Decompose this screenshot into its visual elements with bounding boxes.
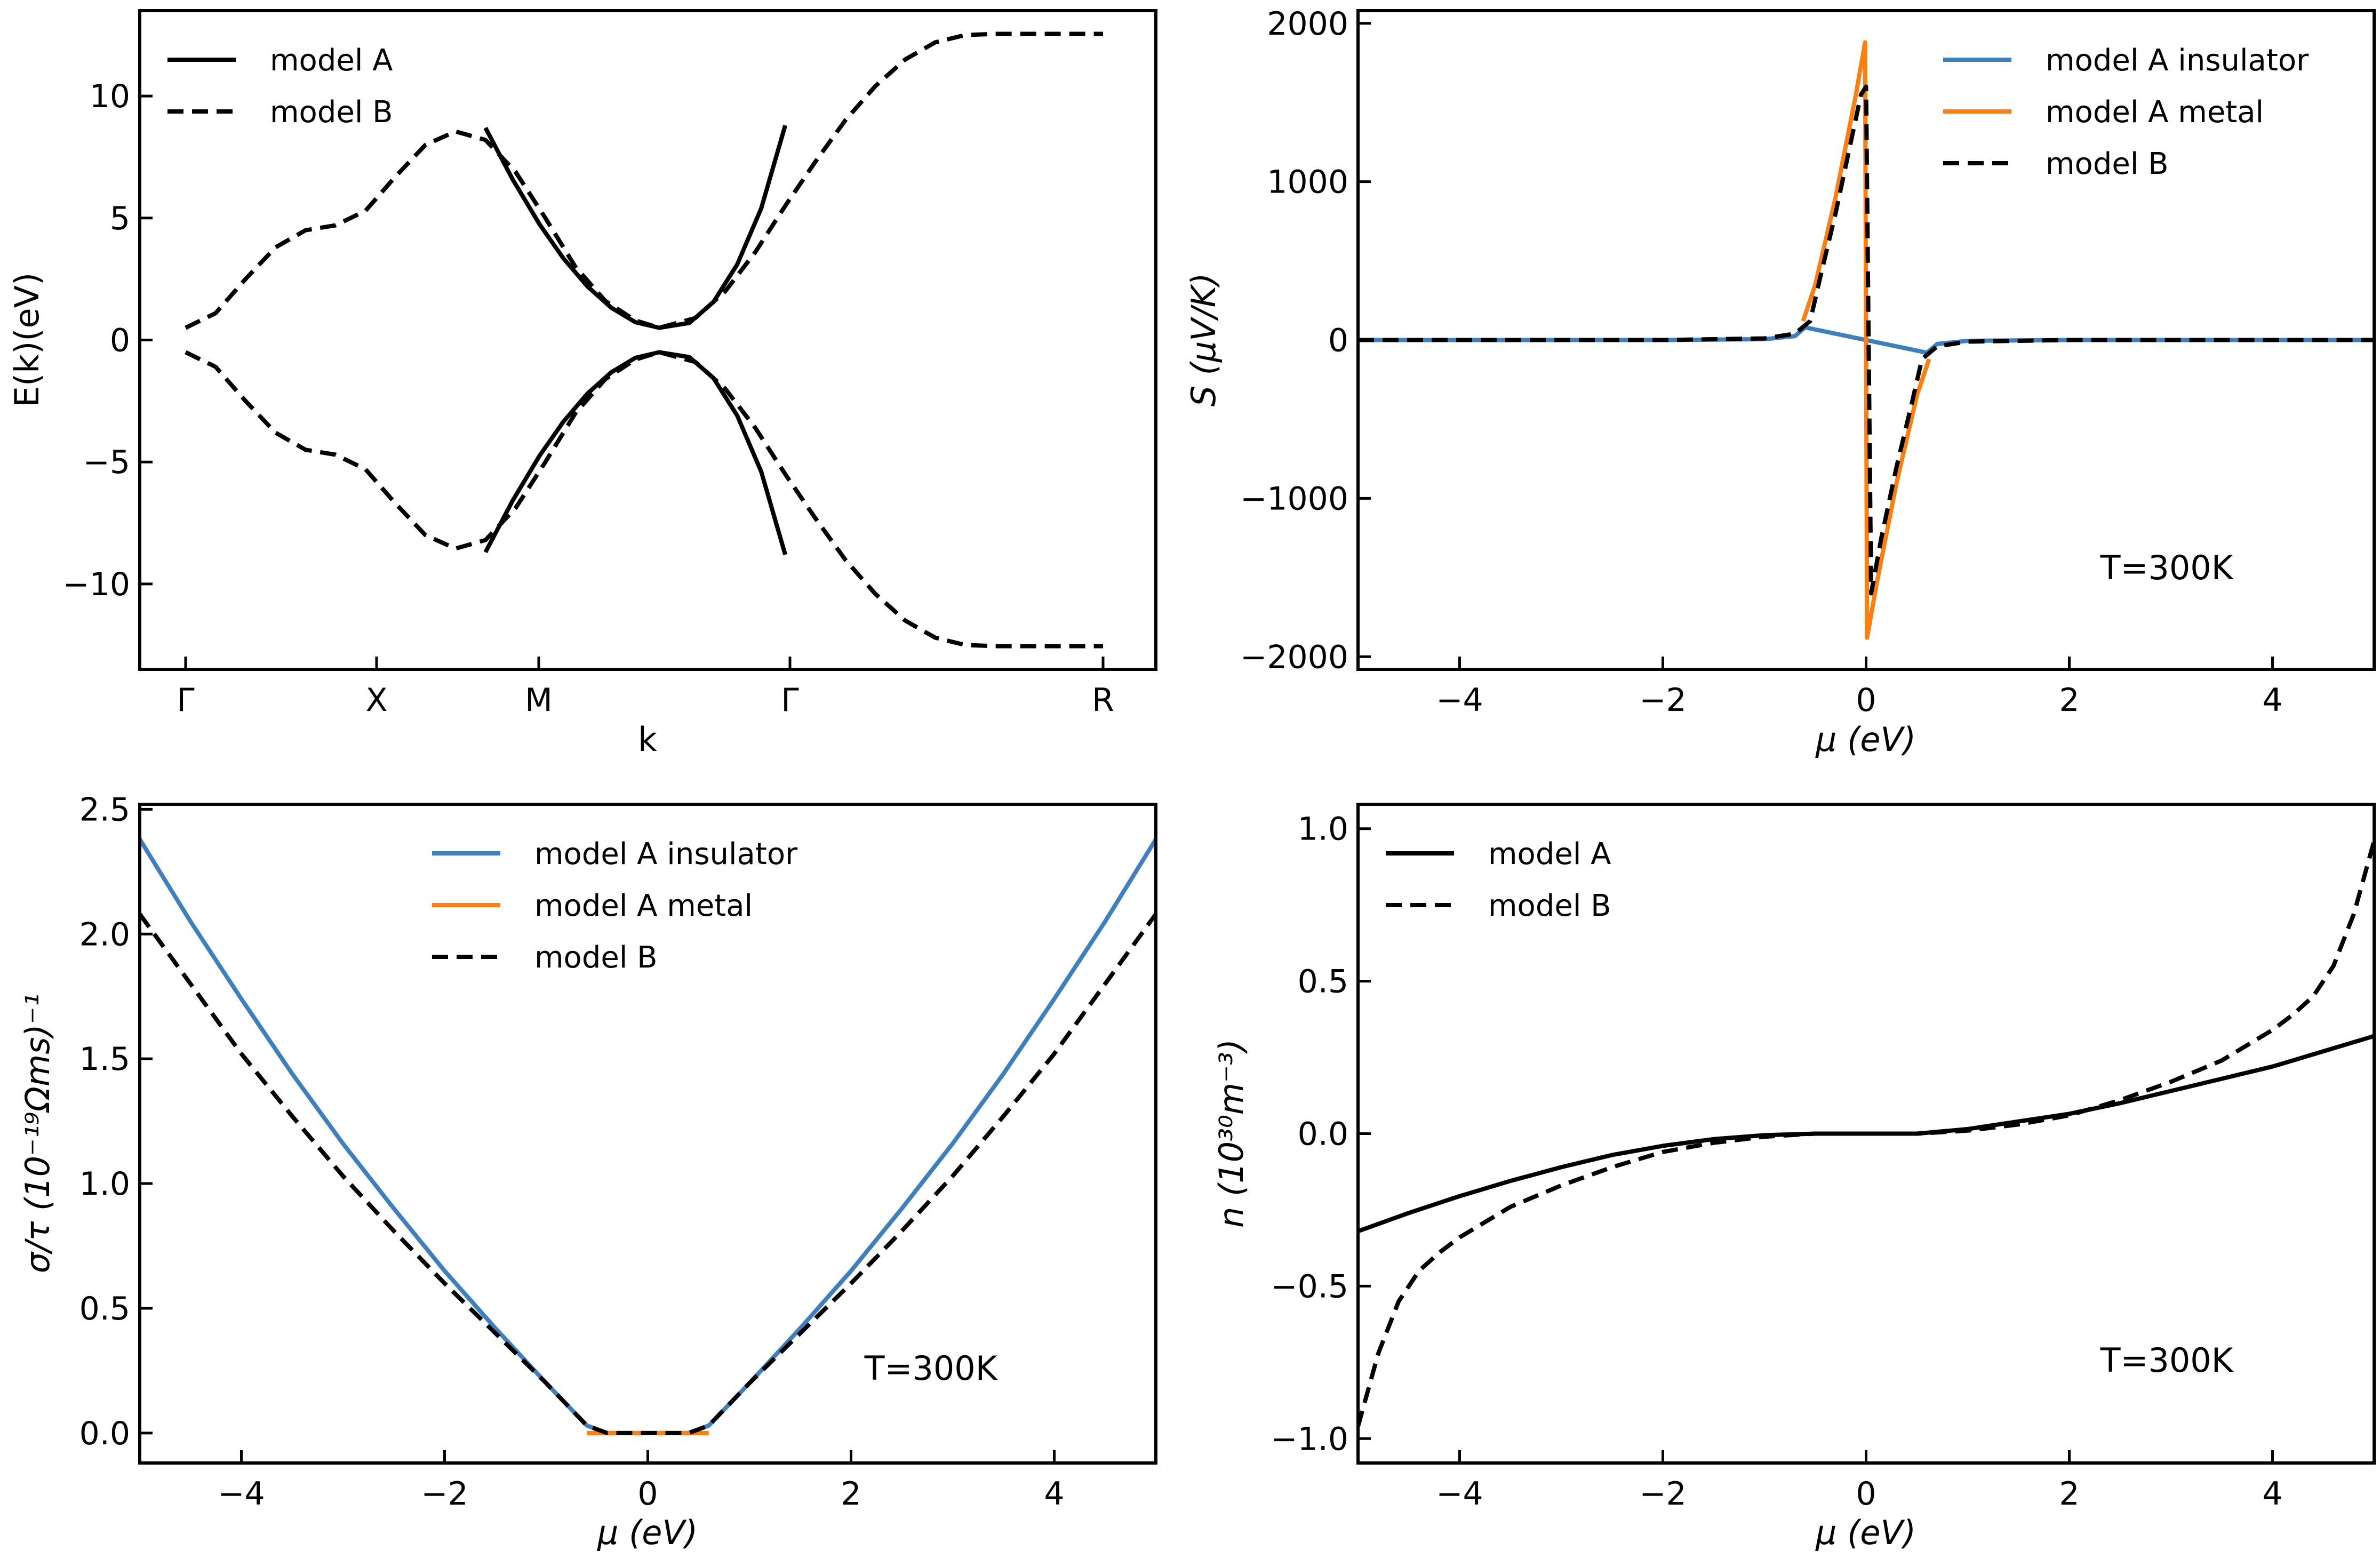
series-line-model-b-branch-2 (185, 350, 1103, 649)
legend-label-model-b: model B (2046, 147, 2169, 181)
y-axis-label: σ/τ (10⁻¹⁹Ωms)⁻¹ (18, 994, 57, 1274)
x-tick-label: −4 (218, 1475, 265, 1513)
y-tick-label: 0 (110, 322, 130, 359)
x-tick-label: −4 (1436, 682, 1483, 719)
panel-seebeck: model A insulator model A metal model B −4… (1184, 5, 2376, 759)
y-tick-label: 1.0 (79, 1165, 130, 1203)
y-tick-label: 1.0 (1298, 811, 1348, 848)
y-tick-label: 0.0 (79, 1415, 130, 1452)
series-layer (185, 31, 1103, 649)
series-line-model-b (1358, 840, 2374, 1427)
axes-ticks: −4 −2 0 2 4 −1.0 −0.5 0.0 0.5 1.0 (1271, 811, 2282, 1513)
legend-label-model-a-insulator: model A insulator (534, 837, 798, 872)
x-axis-label: k (638, 720, 657, 759)
x-tick-label: 0 (1856, 1475, 1876, 1513)
x-axis-label: μ (eV) (1815, 1513, 1916, 1552)
legend-label-model-a: model A (270, 43, 393, 78)
y-tick-label: 2000 (1267, 5, 1348, 43)
series-line-model-a-metal (1801, 40, 1931, 640)
axes-ticks: −4 −2 0 2 4 0.0 0.5 1.0 1.5 2.0 2.5 (79, 791, 1065, 1513)
x-tick-label: 2 (2059, 682, 2079, 719)
x-axis-label: μ (eV) (1815, 720, 1916, 759)
series-layer (1358, 40, 2374, 640)
x-tick-label: −2 (1639, 682, 1686, 719)
y-tick-label: 2.0 (79, 916, 130, 953)
series-line-model-a-branch-2 (483, 350, 788, 556)
x-tick-label: −4 (1436, 1475, 1483, 1513)
y-axis-label: n (10³⁰m⁻³) (1212, 1039, 1251, 1228)
legend: model A insulator model A metal model B (1943, 43, 2309, 181)
legend-label-model-b: model B (1488, 889, 1611, 923)
x-tick-label: 4 (2262, 682, 2282, 719)
series-line-model-b-branch-1 (185, 31, 1103, 330)
y-axis-label: E(k)(eV) (7, 273, 46, 407)
x-tick-label: −2 (421, 1475, 468, 1513)
y-axis-label: S (μV/K) (1184, 273, 1223, 407)
legend: model A model B (167, 43, 393, 130)
series-line-model-a-insulator (140, 838, 1156, 1435)
temperature-annotation: T=300K (2100, 548, 2234, 587)
y-tick-label: 5 (110, 200, 130, 237)
y-tick-label: −0.5 (1271, 1268, 1348, 1305)
y-tick-label: −1000 (1240, 480, 1348, 517)
y-tick-label: 0.5 (79, 1290, 130, 1328)
y-tick-label: −2000 (1240, 638, 1348, 676)
series-line-model-b (1358, 84, 2374, 596)
axes-ticks: −4 −2 0 2 4 −2000 −1000 0 1000 2000 (1240, 5, 2283, 719)
x-tick-label: 0 (637, 1475, 658, 1513)
x-tick-label: 4 (1044, 1475, 1064, 1513)
y-tick-label: 10 (90, 78, 130, 115)
series-line-model-b (140, 913, 1156, 1435)
x-tick-label: 4 (2262, 1475, 2282, 1513)
legend-label-model-b: model B (534, 940, 658, 975)
x-tick-label: 2 (2059, 1475, 2079, 1513)
x-tick-label: Γ (177, 682, 195, 719)
legend-label-model-a-metal: model A metal (2046, 95, 2264, 130)
temperature-annotation: T=300K (2100, 1341, 2234, 1380)
temperature-annotation: T=300K (864, 1349, 998, 1388)
y-tick-label: −10 (62, 566, 130, 603)
series-layer (1358, 840, 2374, 1427)
y-tick-label: 2.5 (79, 791, 130, 828)
series-line-model-a-branch-1 (483, 124, 788, 330)
y-tick-label: 0.5 (1298, 963, 1348, 1001)
x-tick-label: 2 (841, 1475, 861, 1513)
y-tick-label: 0.0 (1298, 1116, 1348, 1153)
x-tick-label: R (1092, 682, 1114, 719)
y-tick-label: −1.0 (1271, 1420, 1348, 1458)
x-tick-label: Γ (781, 682, 799, 719)
y-tick-label: 0 (1328, 322, 1348, 359)
legend-label-model-a: model A (1488, 837, 1611, 872)
x-tick-label: −2 (1639, 1475, 1686, 1513)
legend-label-model-a-insulator: model A insulator (2046, 43, 2309, 78)
y-tick-label: −5 (83, 444, 130, 481)
series-layer (140, 838, 1156, 1435)
y-tick-label: 1000 (1267, 164, 1348, 201)
legend-label-model-b: model B (270, 95, 393, 130)
panel-conductivity: model A insulator model A metal model B −4… (18, 791, 1157, 1552)
x-tick-label: M (525, 682, 553, 719)
legend: model A insulator model A metal model B (432, 837, 798, 975)
x-tick-label: 0 (1856, 682, 1876, 719)
legend-label-model-a-metal: model A metal (534, 889, 753, 923)
legend: model A model B (1386, 837, 1611, 923)
x-tick-label: X (365, 682, 387, 719)
panel-band-structure: model A model B Γ X M Γ R −10 −5 0 5 10 k E(k)(eV) (7, 9, 1157, 759)
x-axis-label: μ (eV) (597, 1513, 698, 1552)
y-tick-label: 1.5 (79, 1041, 130, 1078)
axes-ticks: Γ X M Γ R −10 −5 0 5 10 (62, 78, 1114, 719)
